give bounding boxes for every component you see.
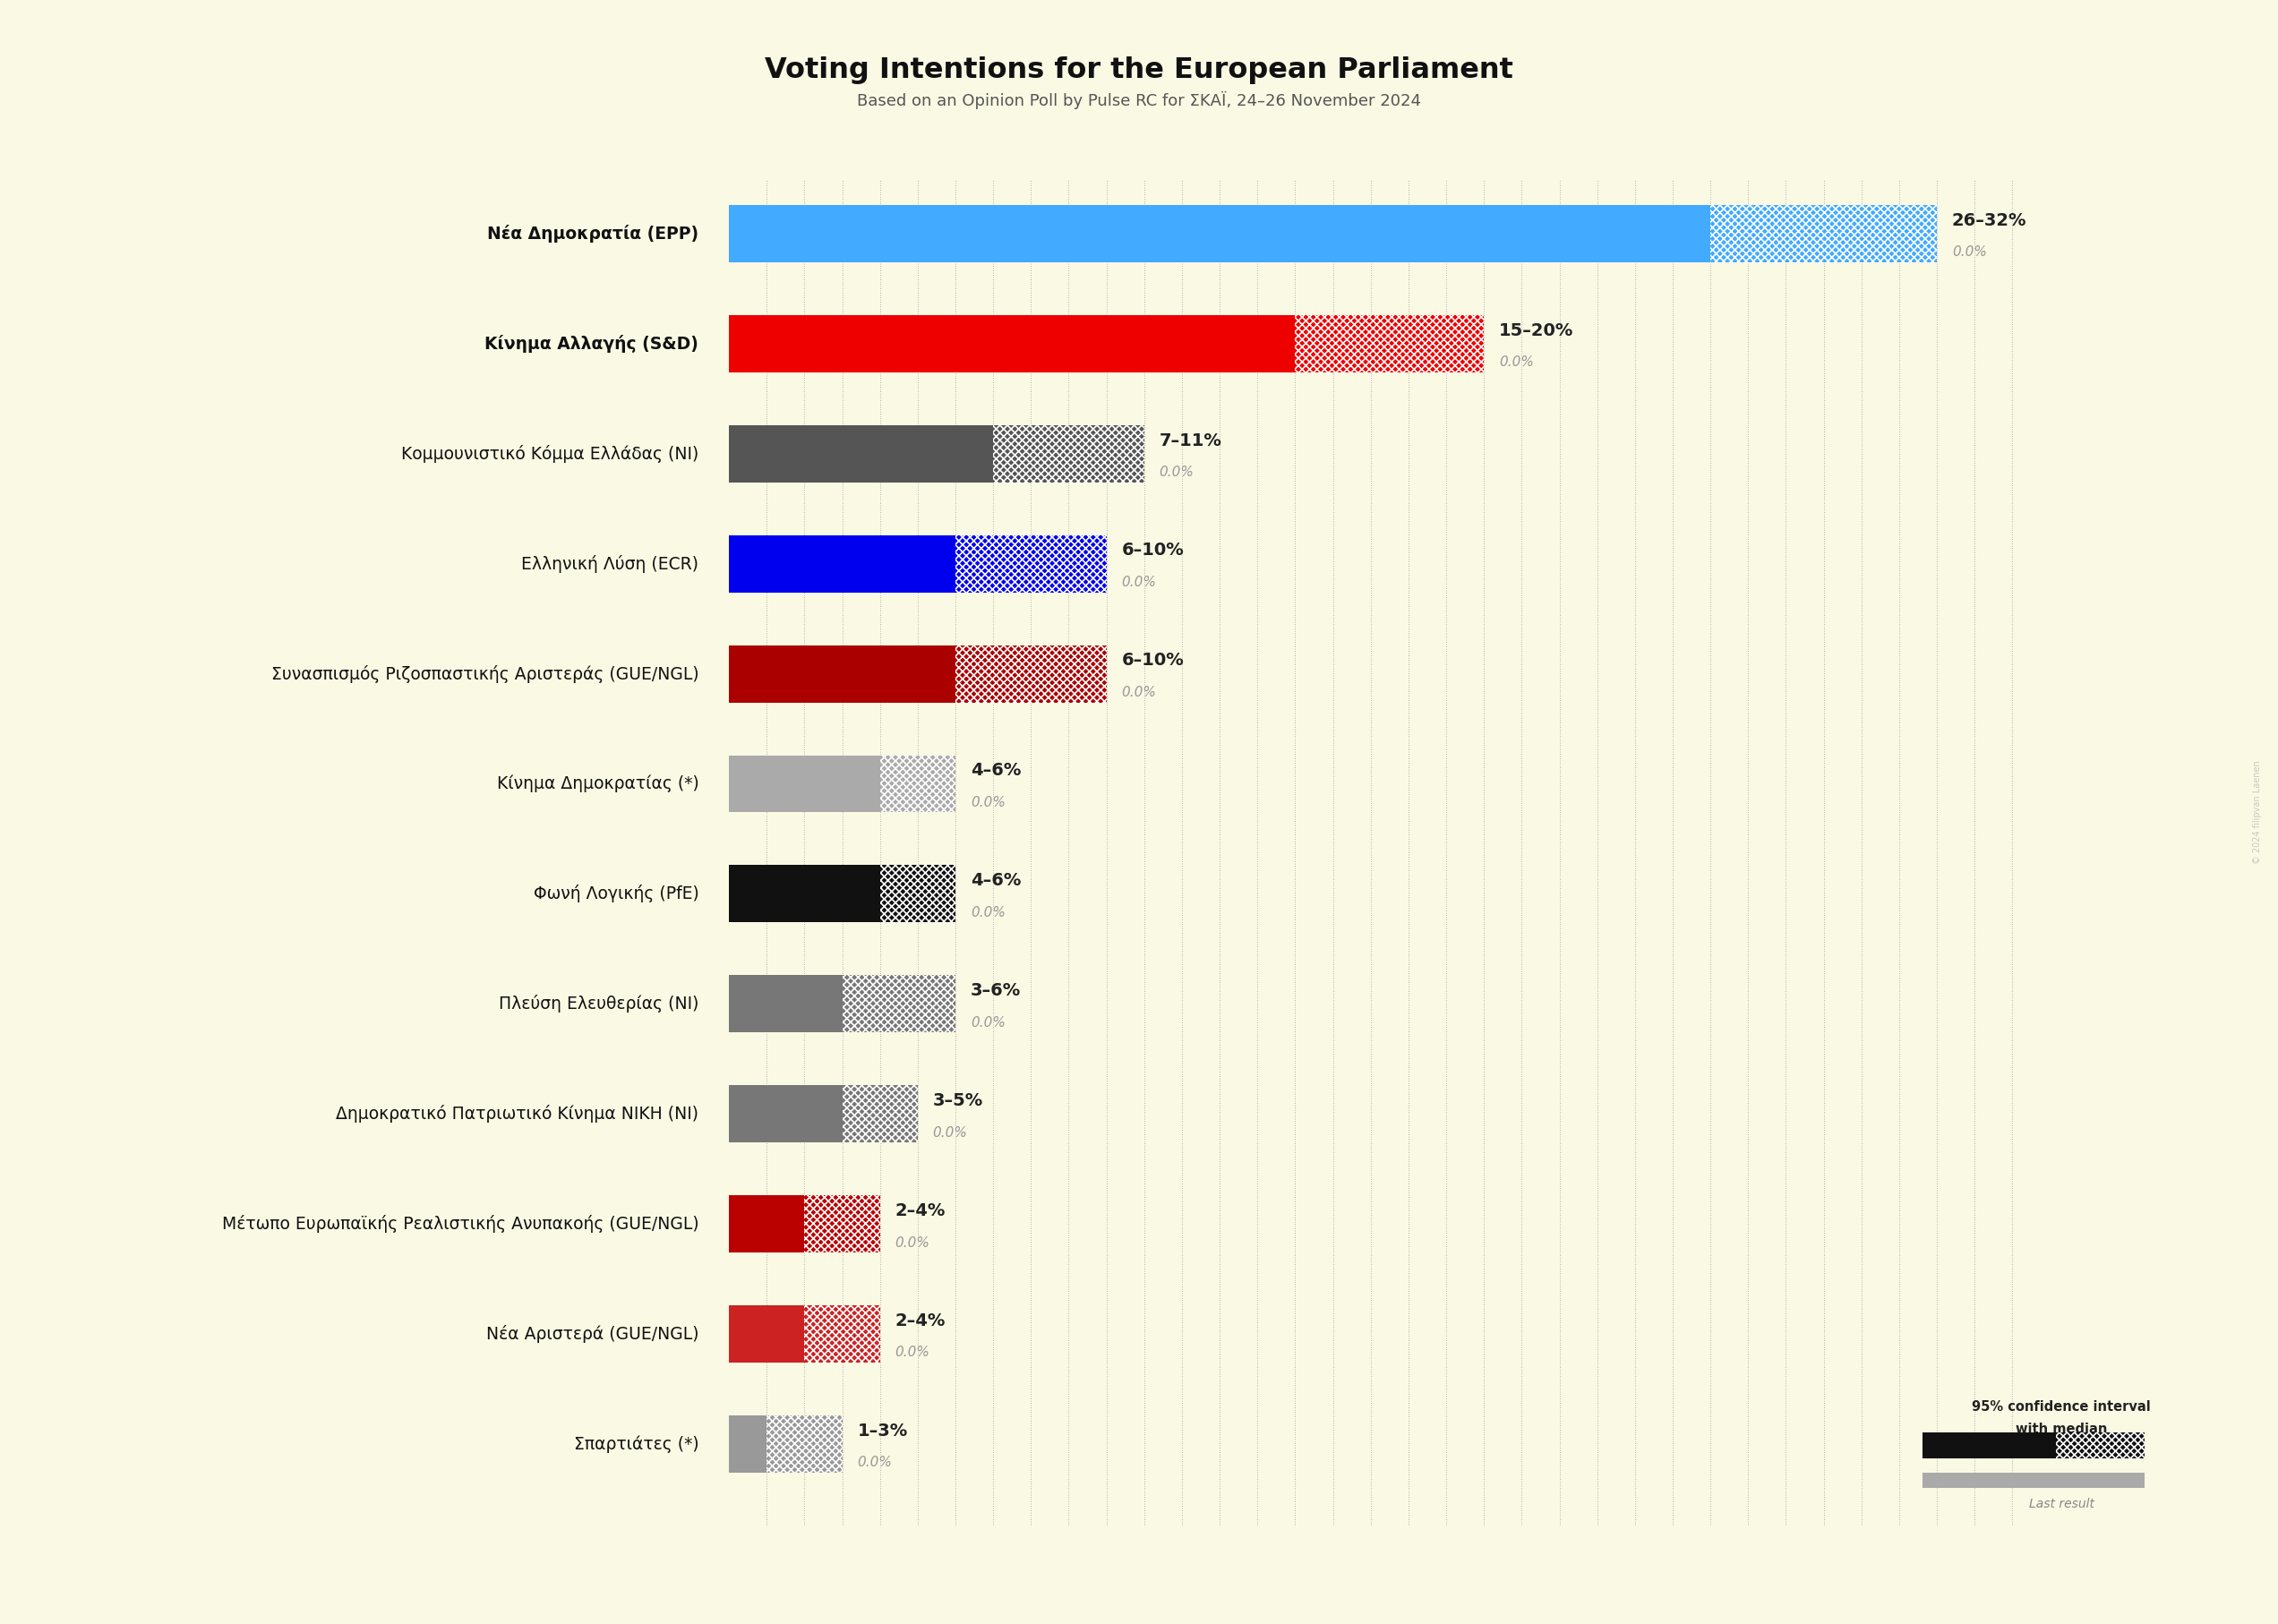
Text: 2–4%: 2–4% — [895, 1202, 945, 1220]
Bar — [1923, 1473, 2144, 1488]
Bar — [843, 976, 954, 1033]
Bar — [804, 1195, 879, 1252]
Text: Πλεύση Ελευθερίας (NI): Πλεύση Ελευθερίας (NI) — [499, 996, 699, 1013]
Bar — [804, 1306, 879, 1363]
Bar — [1296, 315, 1483, 372]
Bar — [768, 1416, 843, 1473]
Bar — [843, 1085, 918, 1143]
Bar — [954, 536, 1107, 593]
Text: 4–6%: 4–6% — [970, 872, 1021, 890]
Text: 2–4%: 2–4% — [895, 1312, 945, 1330]
Text: 0.0%: 0.0% — [1952, 245, 1986, 260]
Text: 15–20%: 15–20% — [1499, 322, 1574, 339]
Bar — [1711, 205, 1936, 261]
Bar — [729, 1416, 768, 1473]
Bar — [2055, 1432, 2144, 1458]
Bar — [954, 645, 1107, 703]
Bar — [729, 976, 843, 1033]
Bar — [954, 645, 1107, 703]
Text: with median: with median — [2016, 1423, 2107, 1436]
Text: 0.0%: 0.0% — [1160, 466, 1194, 479]
Bar — [879, 866, 954, 922]
Text: 26–32%: 26–32% — [1952, 213, 2027, 229]
Text: Νέα Αριστερά (GUE/NGL): Νέα Αριστερά (GUE/NGL) — [485, 1325, 699, 1343]
Text: Νέα Δημοκρατία (EPP): Νέα Δημοκρατία (EPP) — [487, 224, 699, 242]
Text: 0.0%: 0.0% — [1499, 356, 1533, 369]
Bar — [954, 536, 1107, 593]
Text: Ελληνική Λύση (ECR): Ελληνική Λύση (ECR) — [522, 555, 699, 573]
Text: 6–10%: 6–10% — [1121, 653, 1185, 669]
Bar — [993, 425, 1144, 482]
Text: 0.0%: 0.0% — [1121, 685, 1157, 700]
Bar — [2055, 1432, 2144, 1458]
Text: Voting Intentions for the European Parliament: Voting Intentions for the European Parli… — [765, 57, 1513, 84]
Bar — [879, 755, 954, 812]
Bar — [729, 1195, 804, 1252]
Bar — [729, 425, 993, 482]
Text: 0.0%: 0.0% — [895, 1346, 929, 1359]
Bar — [993, 425, 1144, 482]
Bar — [804, 1195, 879, 1252]
Text: 95% confidence interval: 95% confidence interval — [1973, 1400, 2150, 1413]
Text: Μέτωπο Ευρωπαϊκής Ρεαλιστικής Ανυπακοής (GUE/NGL): Μέτωπο Ευρωπαϊκής Ρεαλιστικής Ανυπακοής … — [221, 1215, 699, 1233]
Bar — [729, 205, 1711, 261]
Text: 0.0%: 0.0% — [932, 1125, 968, 1140]
Bar — [804, 1306, 879, 1363]
Text: Based on an Opinion Poll by Pulse RC for ΣΚΑΪ, 24–26 November 2024: Based on an Opinion Poll by Pulse RC for… — [857, 91, 1421, 109]
Text: 0.0%: 0.0% — [857, 1457, 893, 1470]
Bar — [729, 536, 954, 593]
Bar — [729, 1085, 843, 1143]
Bar — [879, 755, 954, 812]
Bar — [843, 976, 954, 1033]
Bar — [729, 1306, 804, 1363]
Text: Συνασπισμός Ριζοσπαστικής Αριστεράς (GUE/NGL): Συνασπισμός Ριζοσπαστικής Αριστεράς (GUE… — [271, 664, 699, 682]
Text: 1–3%: 1–3% — [857, 1423, 907, 1439]
Bar — [1711, 205, 1936, 261]
Text: 3–5%: 3–5% — [932, 1093, 984, 1109]
Bar — [768, 1416, 843, 1473]
Bar — [729, 866, 879, 922]
Bar — [729, 645, 954, 703]
Text: 0.0%: 0.0% — [970, 796, 1005, 809]
Text: 6–10%: 6–10% — [1121, 542, 1185, 559]
Text: © 2024 filipvan Laenen: © 2024 filipvan Laenen — [2253, 760, 2262, 864]
Text: 3–6%: 3–6% — [970, 983, 1021, 999]
Bar — [879, 866, 954, 922]
Text: Last result: Last result — [2030, 1497, 2093, 1510]
Text: Σπαρτιάτες (*): Σπαρτιάτες (*) — [574, 1436, 699, 1453]
Bar — [729, 755, 879, 812]
Text: 0.0%: 0.0% — [1121, 577, 1157, 590]
Text: Δημοκρατικό Πατριωτικό Κίνημα ΝΙΚΗ (NI): Δημοκρατικό Πατριωτικό Κίνημα ΝΙΚΗ (NI) — [337, 1104, 699, 1122]
Bar — [1296, 315, 1483, 372]
Text: Φωνή Λογικής (PfE): Φωνή Λογικής (PfE) — [533, 885, 699, 903]
Text: 0.0%: 0.0% — [895, 1236, 929, 1249]
Bar — [1923, 1432, 2055, 1458]
Text: 0.0%: 0.0% — [970, 1017, 1005, 1030]
Bar — [843, 1085, 918, 1143]
Text: Κομμουνιστικό Κόμμα Ελλάδας (NI): Κομμουνιστικό Κόμμα Ελλάδας (NI) — [401, 445, 699, 463]
Text: 7–11%: 7–11% — [1160, 432, 1221, 448]
Bar — [729, 315, 1296, 372]
Text: 4–6%: 4–6% — [970, 762, 1021, 780]
Text: 0.0%: 0.0% — [970, 906, 1005, 919]
Text: Κίνημα Αλλαγής (S&D): Κίνημα Αλλαγής (S&D) — [485, 335, 699, 352]
Text: Κίνημα Δημοκρατίας (*): Κίνημα Δημοκρατίας (*) — [497, 775, 699, 793]
